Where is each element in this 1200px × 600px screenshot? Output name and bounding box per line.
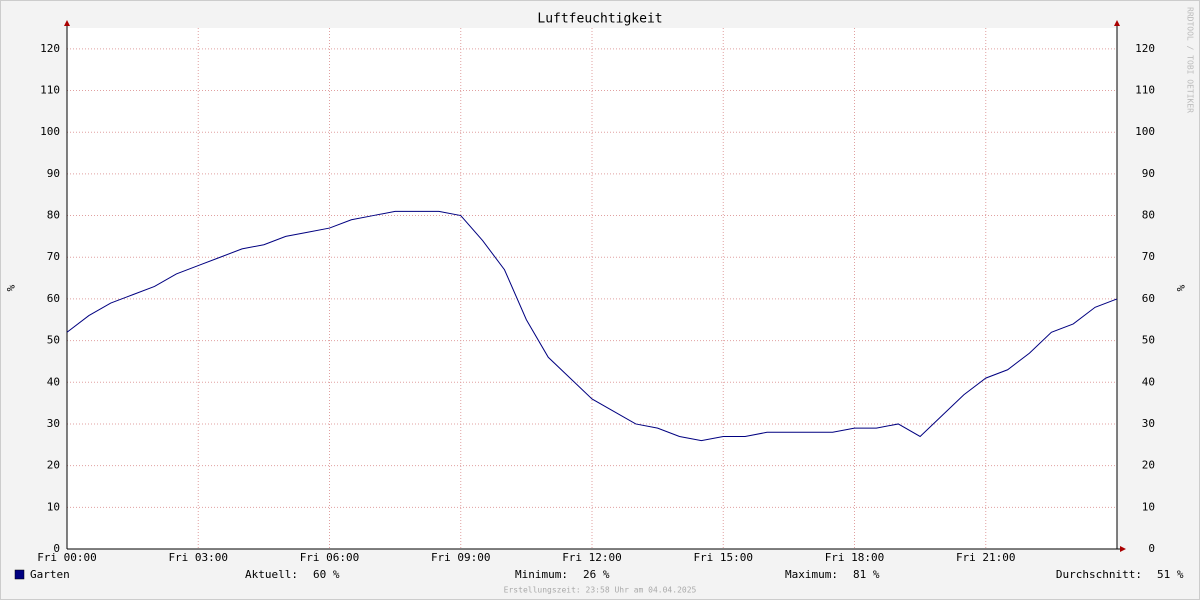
y2-tick-label: 10 bbox=[1142, 500, 1155, 513]
grid bbox=[66, 28, 1117, 550]
plot-area bbox=[67, 28, 1117, 549]
y2-tick-label: 30 bbox=[1142, 417, 1155, 430]
y-tick-label: 0 bbox=[53, 542, 60, 555]
y2-tick-label: 50 bbox=[1142, 334, 1155, 347]
y2-tick-label: 40 bbox=[1142, 375, 1155, 388]
arrow bbox=[64, 20, 70, 26]
y2-tick-label: 70 bbox=[1142, 250, 1155, 263]
y-tick-label: 40 bbox=[47, 375, 60, 388]
y-tick-label: 70 bbox=[47, 250, 60, 263]
y-tick-label: 60 bbox=[47, 292, 60, 305]
x-tick-label: Fri 12:00 bbox=[562, 551, 622, 564]
y-tick-label: 100 bbox=[40, 125, 60, 138]
y2-tick-label: 80 bbox=[1142, 209, 1155, 222]
y2-tick-label: 90 bbox=[1142, 167, 1155, 180]
legend-label: Garten bbox=[30, 568, 70, 581]
x-tick-label: Fri 09:00 bbox=[431, 551, 491, 564]
y2-tick-label: 110 bbox=[1135, 84, 1155, 97]
y-tick-label: 120 bbox=[40, 42, 60, 55]
y2-axis-label: % bbox=[1174, 285, 1187, 292]
stat-value: 26 % bbox=[583, 568, 610, 581]
y2-tick-label: 60 bbox=[1142, 292, 1155, 305]
legend-swatch bbox=[14, 569, 25, 580]
y-axis-label: % bbox=[4, 285, 17, 292]
y-tick-label: 50 bbox=[47, 334, 60, 347]
stat-label: Maximum: bbox=[785, 568, 838, 581]
y-tick-label: 10 bbox=[47, 500, 60, 513]
arrow bbox=[1120, 546, 1126, 552]
y2-tick-label: 100 bbox=[1135, 125, 1155, 138]
watermark: RRDTOOL / TOBI OETIKER bbox=[1186, 7, 1195, 113]
y-tick-label: 80 bbox=[47, 209, 60, 222]
x-tick-label: Fri 21:00 bbox=[956, 551, 1016, 564]
x-tick-label: Fri 03:00 bbox=[168, 551, 228, 564]
x-tick-label: Fri 00:00 bbox=[37, 551, 97, 564]
y-tick-label: 90 bbox=[47, 167, 60, 180]
x-tick-label: Fri 18:00 bbox=[825, 551, 885, 564]
stat-value: 51 % bbox=[1157, 568, 1184, 581]
y2-tick-label: 0 bbox=[1148, 542, 1155, 555]
stat-value: 60 % bbox=[313, 568, 340, 581]
x-tick-label: Fri 06:00 bbox=[300, 551, 360, 564]
stat-label: Durchschnitt: bbox=[1056, 568, 1142, 581]
stat-label: Minimum: bbox=[515, 568, 568, 581]
line bbox=[66, 210, 1118, 442]
stat-value: 81 % bbox=[853, 568, 880, 581]
stat-label: Aktuell: bbox=[245, 568, 298, 581]
arrow bbox=[1114, 20, 1120, 26]
footer: Erstellungszeit: 23:58 Uhr am 04.04.2025 bbox=[504, 586, 697, 595]
chart-title: Luftfeuchtigkeit bbox=[537, 12, 662, 27]
y-tick-label: 30 bbox=[47, 417, 60, 430]
y2-tick-label: 120 bbox=[1135, 42, 1155, 55]
y-tick-label: 20 bbox=[47, 459, 60, 472]
y-tick-label: 110 bbox=[40, 84, 60, 97]
y2-tick-label: 20 bbox=[1142, 459, 1155, 472]
x-tick-label: Fri 15:00 bbox=[693, 551, 753, 564]
